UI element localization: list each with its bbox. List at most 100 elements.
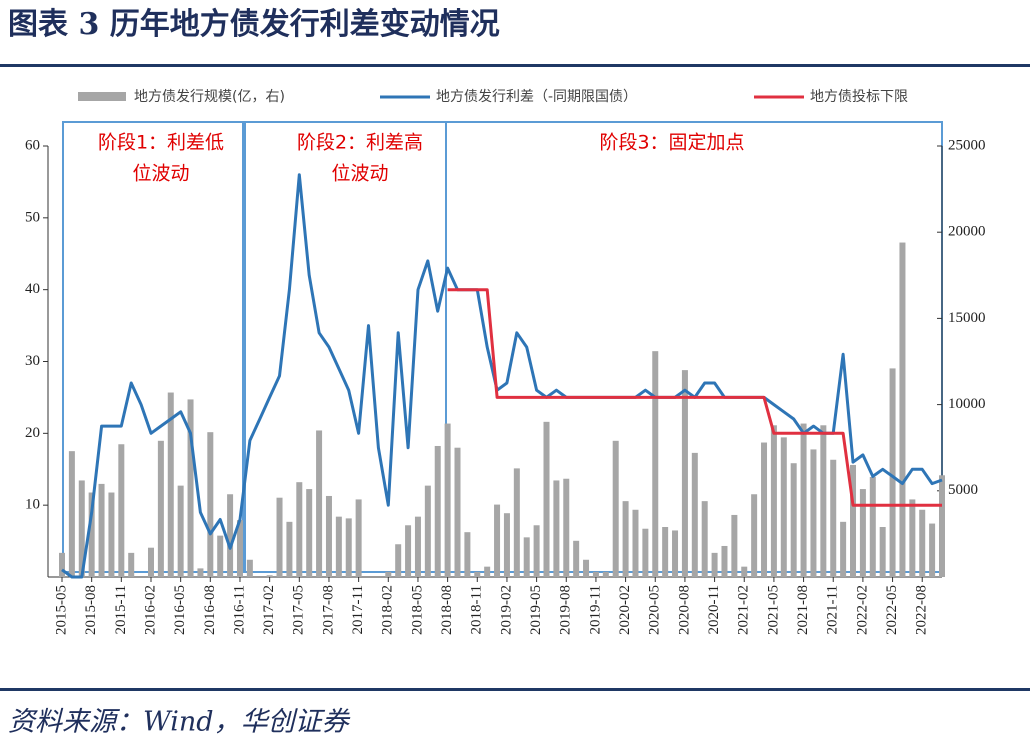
bar	[414, 516, 421, 577]
footer-rule	[0, 688, 1030, 691]
bar	[217, 535, 224, 577]
x-tick-label: 2016-02	[142, 585, 158, 635]
annotation: 位波动	[331, 163, 388, 185]
bar	[909, 499, 916, 577]
bar	[385, 571, 392, 577]
header-rule	[0, 64, 1030, 67]
bar	[533, 525, 540, 577]
bar	[553, 480, 560, 577]
bar	[68, 451, 75, 577]
x-tick-label: 2017-11	[350, 585, 366, 634]
bar	[306, 489, 313, 577]
bar	[503, 513, 510, 577]
bar	[523, 537, 530, 577]
x-tick-label: 2022-05	[884, 585, 900, 635]
bar	[543, 421, 550, 577]
bar	[790, 463, 797, 577]
bar	[879, 527, 886, 577]
bar	[118, 444, 125, 577]
bar	[108, 492, 115, 577]
bar	[395, 544, 402, 577]
x-tick-label: 2021-11	[825, 585, 841, 634]
x-tick-label: 2015-11	[113, 585, 129, 634]
bar	[939, 475, 945, 577]
stage-boxes	[62, 121, 943, 573]
x-tick-label: 2021-05	[765, 585, 781, 635]
annotation: 阶段3：固定加点	[599, 132, 744, 154]
bar	[405, 525, 412, 577]
source: 资料来源：Wind，华创证券	[8, 707, 351, 738]
line	[61, 173, 943, 579]
bar	[454, 447, 461, 577]
x-tick-label: 2019-11	[587, 585, 603, 634]
bar	[780, 437, 787, 577]
bar	[78, 480, 85, 577]
y-tick-label: 10	[25, 497, 40, 513]
x-tick-label: 2018-08	[439, 585, 455, 635]
x-tick-label: 2020-11	[706, 585, 722, 634]
bar	[157, 440, 164, 577]
y2-tick-label: 10000	[948, 396, 986, 412]
y-tick-label: 40	[25, 281, 40, 297]
bar	[434, 445, 441, 577]
bar	[622, 501, 629, 577]
x-tick-label: 2021-08	[795, 585, 811, 635]
x-tick-label: 2015-05	[53, 585, 69, 635]
x-tick-label: 2016-11	[231, 585, 247, 634]
bar	[573, 540, 580, 577]
bar	[672, 530, 679, 577]
legend-label: 地方债投标下限	[810, 89, 908, 105]
y-tick-label: 20	[25, 425, 40, 441]
bar	[731, 514, 738, 577]
bar	[919, 509, 926, 577]
bar	[296, 482, 303, 577]
bar	[632, 509, 639, 577]
bar	[850, 464, 857, 577]
bar	[484, 566, 491, 577]
bar	[236, 520, 243, 577]
bar	[59, 552, 65, 577]
bar	[276, 497, 283, 577]
x-tick-label: 2016-08	[202, 585, 218, 635]
x-tick-label: 2017-08	[320, 585, 336, 635]
x-tick-label: 2019-02	[498, 585, 514, 635]
bar	[197, 568, 204, 577]
line	[447, 288, 942, 507]
x-tick-label: 2018-05	[409, 585, 425, 635]
bar	[167, 392, 174, 577]
bar	[286, 521, 293, 577]
bar	[266, 575, 273, 577]
bar	[691, 452, 698, 577]
bar	[345, 518, 352, 577]
bar	[592, 571, 599, 577]
bar	[88, 492, 95, 577]
y-tick-label: 50	[25, 209, 40, 225]
bar	[602, 571, 609, 577]
bar	[820, 425, 827, 577]
legend-swatch	[78, 92, 126, 101]
bar	[335, 516, 342, 577]
x-tick-label: 2017-02	[261, 585, 277, 635]
bar	[177, 485, 184, 577]
y2-tick-label: 20000	[948, 224, 986, 240]
bar	[830, 459, 837, 577]
x-tick-label: 2016-05	[172, 585, 188, 635]
bar	[929, 523, 936, 577]
bar	[899, 242, 906, 577]
y2-tick-label: 5000	[948, 482, 978, 498]
legend-label: 地方债发行利差（-同期限国债）	[436, 89, 637, 105]
bar	[741, 566, 748, 577]
bar	[98, 483, 105, 577]
bar	[612, 440, 619, 577]
x-tick-label: 2020-02	[617, 585, 633, 635]
annotation: 位波动	[132, 163, 189, 185]
bar	[246, 559, 253, 577]
legend-label: 地方债发行规模(亿，右)	[134, 89, 285, 105]
x-tick-label: 2018-02	[380, 585, 396, 635]
x-tick-label: 2021-02	[736, 585, 752, 635]
bar	[474, 571, 481, 577]
bar	[810, 449, 817, 577]
y-tick-label: 30	[25, 353, 40, 369]
bar	[227, 494, 234, 577]
